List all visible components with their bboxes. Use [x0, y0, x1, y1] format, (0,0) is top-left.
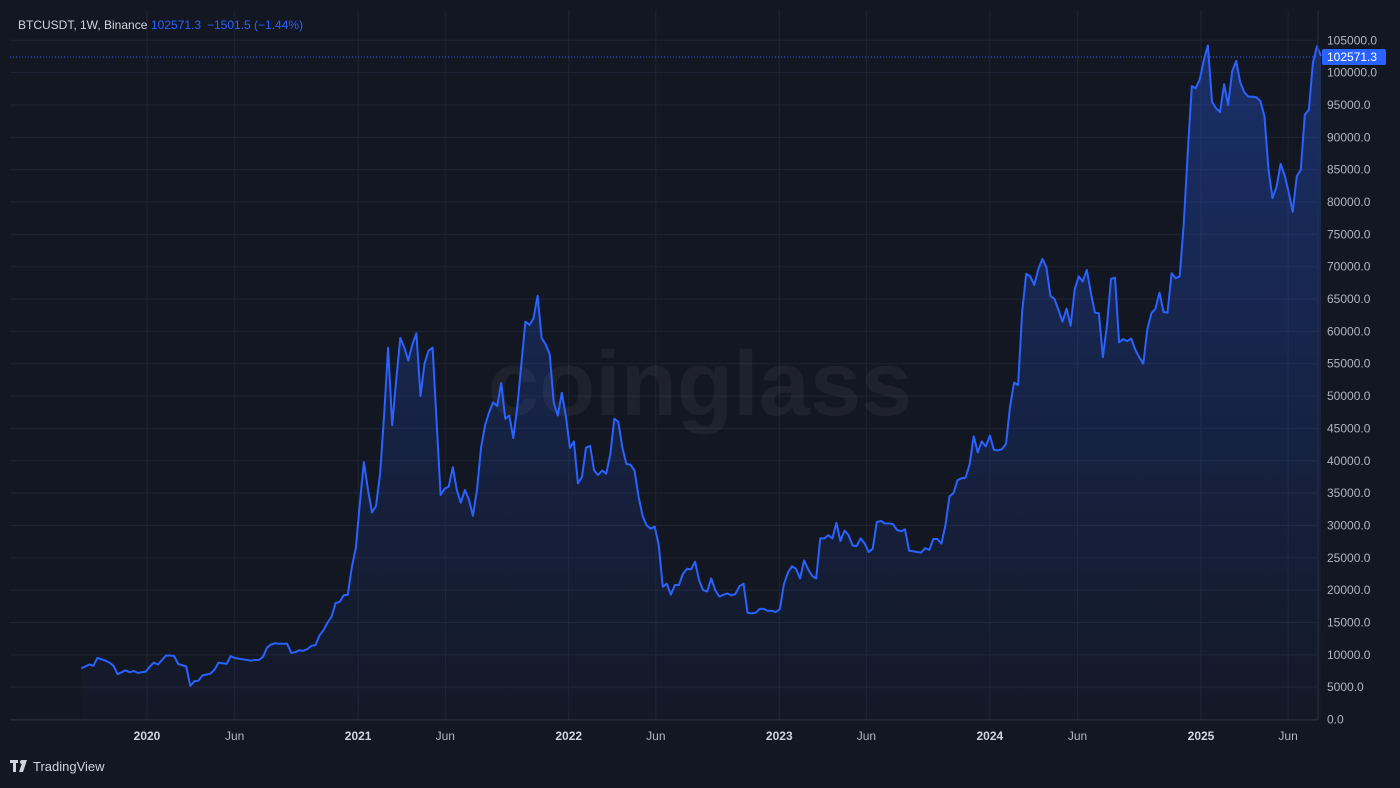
tradingview-logo[interactable]: TradingView: [10, 759, 105, 774]
x-tick-label: Jun: [225, 729, 244, 743]
x-tick-label: 2024: [977, 729, 1004, 743]
y-tick-label: 45000.0: [1327, 421, 1371, 435]
x-tick-label: 2020: [134, 729, 161, 743]
x-tick-label: 2021: [345, 729, 372, 743]
last-price-label: 102571.3: [151, 18, 201, 32]
y-tick-label: 95000.0: [1327, 98, 1371, 112]
x-tick-label: Jun: [857, 729, 876, 743]
y-tick-label: 70000.0: [1327, 260, 1371, 274]
series-line[interactable]: [80, 44, 1322, 687]
price-line[interactable]: [80, 44, 1322, 687]
y-tick-label: 55000.0: [1327, 357, 1371, 371]
tradingview-logo-icon: [10, 760, 27, 772]
last-price-tag-label: 102571.3: [1327, 50, 1377, 64]
x-tick-label: Jun: [1068, 729, 1087, 743]
tradingview-logo-text: TradingView: [33, 759, 105, 774]
y-tick-label: 65000.0: [1327, 292, 1371, 306]
y-tick-label: 100000.0: [1327, 66, 1377, 80]
area-fill: [81, 45, 1322, 720]
symbol-label[interactable]: BTCUSDT, 1W, Binance: [18, 18, 148, 32]
y-tick-label: 50000.0: [1327, 389, 1371, 403]
x-tick-label: Jun: [646, 729, 665, 743]
y-tick-label: 85000.0: [1327, 163, 1371, 177]
y-tick-label: 90000.0: [1327, 130, 1371, 144]
change-label: −1501.5 (−1.44%): [207, 18, 303, 32]
y-tick-label: 15000.0: [1327, 615, 1371, 629]
x-tick-label: Jun: [1278, 729, 1297, 743]
y-tick-label: 0.0: [1327, 713, 1344, 727]
y-tick-label: 30000.0: [1327, 518, 1371, 532]
y-tick-label: 40000.0: [1327, 454, 1371, 468]
legend[interactable]: BTCUSDT, 1W, Binance 102571.3 −1501.5 (−…: [18, 18, 303, 32]
x-axis[interactable]: 2020 Jun 2021 Jun 2022 Jun 2023 Jun 2024 Jun 2025 J…: [134, 729, 1298, 743]
y-axis[interactable]: 0.0 5000.0 10000.0 15000.0 20000.0 25000.0 300…: [1327, 33, 1377, 726]
x-tick-label: 2022: [555, 729, 582, 743]
y-tick-label: 20000.0: [1327, 583, 1371, 597]
y-tick-label: 10000.0: [1327, 648, 1371, 662]
x-tick-label: Jun: [436, 729, 455, 743]
y-tick-label: 35000.0: [1327, 486, 1371, 500]
x-tick-label: 2025: [1188, 729, 1215, 743]
last-price-tag-bg: [1322, 49, 1386, 65]
y-tick-label: 5000.0: [1327, 680, 1364, 694]
area-fill-path: [81, 45, 1322, 720]
y-tick-label: 105000.0: [1327, 33, 1377, 47]
y-tick-label: 25000.0: [1327, 551, 1371, 565]
last-price-tag: 102571.3: [1322, 49, 1386, 65]
y-tick-label: 80000.0: [1327, 195, 1371, 209]
y-tick-label: 75000.0: [1327, 227, 1371, 241]
x-tick-label: 2023: [766, 729, 793, 743]
y-tick-label: 60000.0: [1327, 324, 1371, 338]
